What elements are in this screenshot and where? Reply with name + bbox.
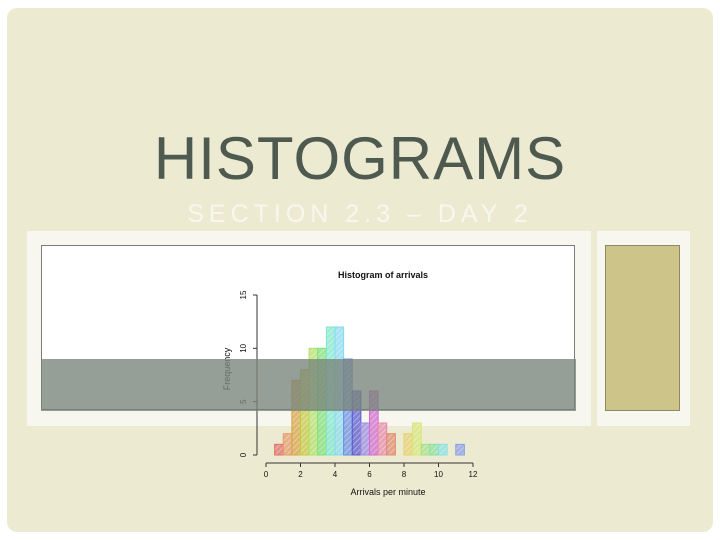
histogram-bar <box>429 443 439 456</box>
slide-subtitle: SECTION 2.3 – DAY 2 <box>187 200 533 228</box>
x-tick-label: 8 <box>402 470 407 479</box>
histogram-bar <box>360 422 370 456</box>
side-panel <box>605 245 680 411</box>
histogram-bar <box>412 422 422 456</box>
histogram-bar <box>438 443 448 456</box>
x-tick-label: 2 <box>298 470 303 479</box>
y-tick-label: 10 <box>239 343 248 352</box>
histogram-bar <box>420 443 431 456</box>
x-tick-label: 12 <box>469 470 478 479</box>
histogram-bar <box>403 433 414 456</box>
x-tick-label: 4 <box>333 470 338 479</box>
histogram-bar <box>386 433 396 456</box>
x-tick-label: 0 <box>264 470 269 479</box>
histogram-bar <box>377 422 388 456</box>
histogram-bar <box>282 433 293 456</box>
chart-title: Histogram of arrivals <box>338 270 428 280</box>
slide-title: HISTOGRAMS <box>153 125 567 192</box>
overlay-band <box>41 359 576 411</box>
y-tick-label: 0 <box>239 452 248 457</box>
histogram-bar <box>455 443 465 456</box>
x-tick-label: 6 <box>367 470 372 479</box>
x-tick-label: 10 <box>434 470 443 479</box>
x-axis-label: Arrivals per minute <box>350 487 425 497</box>
histogram-bar <box>274 443 284 456</box>
y-tick-label: 15 <box>239 290 248 299</box>
